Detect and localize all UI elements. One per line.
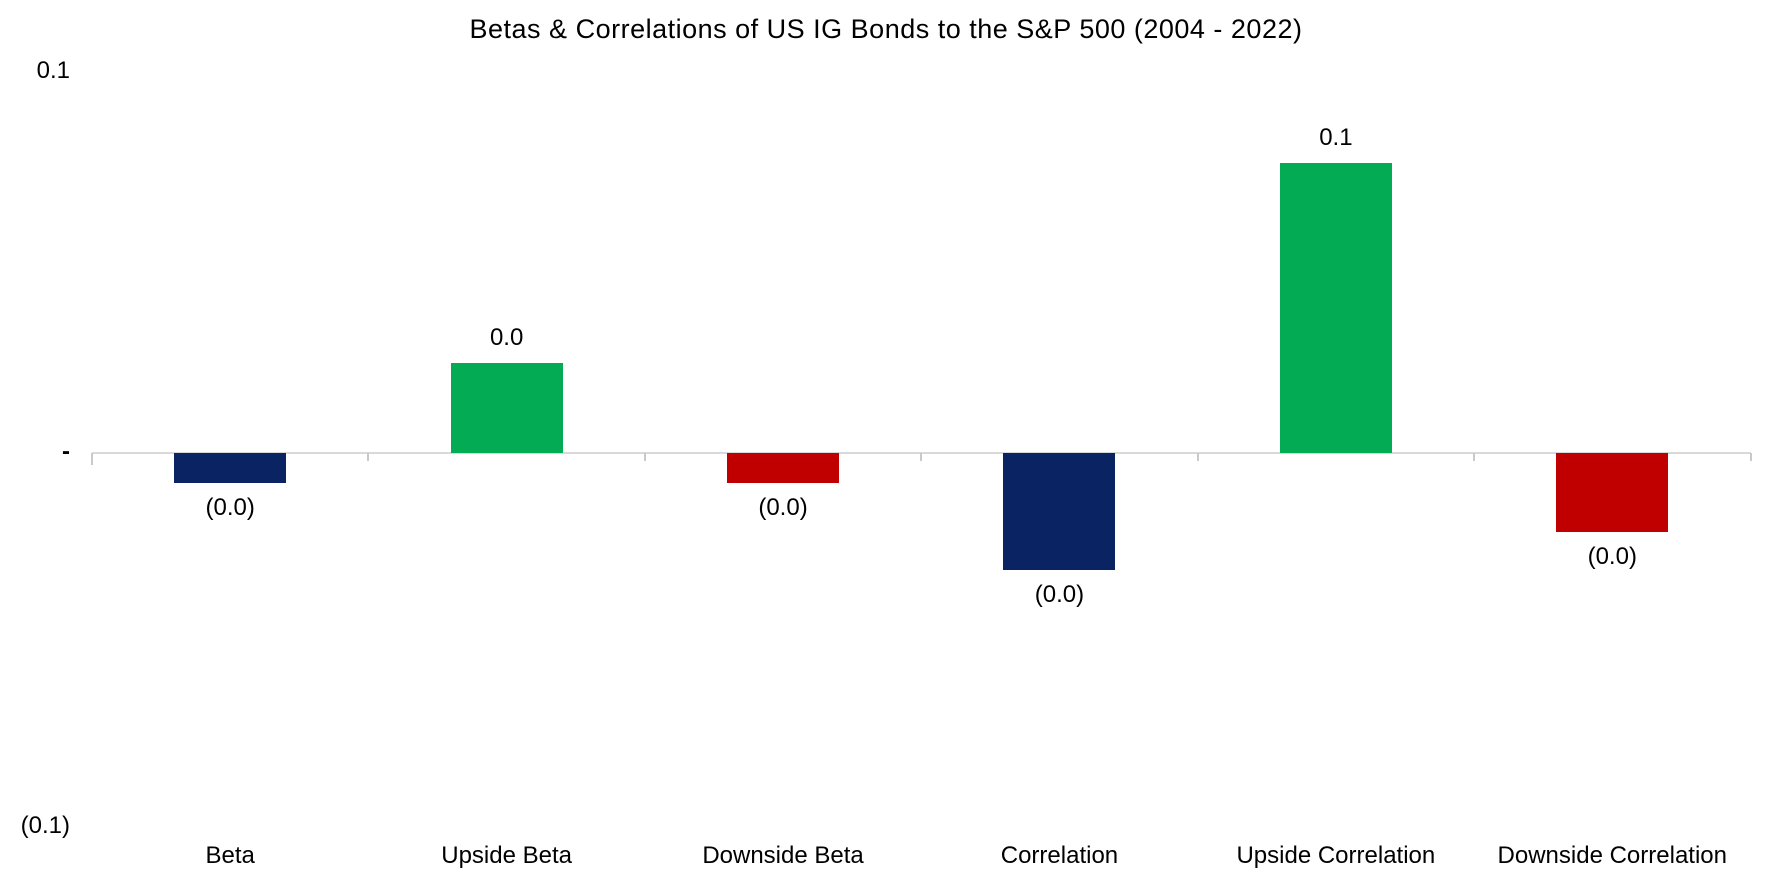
x-axis-tick <box>643 453 646 461</box>
x-axis-tick <box>367 453 370 461</box>
category-label-upside-beta: Upside Beta <box>441 842 572 869</box>
bar-beta <box>174 453 287 483</box>
category-label-downside-correlation: Downside Correlation <box>1497 842 1727 869</box>
x-axis-tick <box>920 453 923 461</box>
data-label-upside-correlation: 0.1 <box>1319 124 1353 151</box>
category-label-correlation: Correlation <box>1000 842 1119 869</box>
x-axis-tick <box>1196 453 1199 461</box>
category-label-upside-correlation: Upside Correlation <box>1236 842 1436 869</box>
data-label-correlation: (0.0) <box>1034 581 1085 608</box>
x-axis-tick <box>1749 453 1752 461</box>
data-label-downside-correlation: (0.0) <box>1587 543 1637 570</box>
data-label-beta: (0.0) <box>205 494 255 521</box>
data-label-upside-beta: 0.0 <box>489 324 524 351</box>
x-axis-tick <box>1473 453 1476 461</box>
data-label-downside-beta: (0.0) <box>758 494 808 521</box>
bar-downside-correlation <box>1556 453 1669 532</box>
y-axis-tick-label-max: 0.1 <box>36 57 70 84</box>
category-label-beta: Beta <box>205 842 255 869</box>
bar-correlation <box>1003 453 1116 570</box>
y-axis-tick-label-min: (0.1) <box>20 812 70 839</box>
bar-upside-beta <box>450 363 563 453</box>
chart-title: Betas & Correlations of US IG Bonds to t… <box>469 14 1303 44</box>
category-label-downside-beta: Downside Beta <box>702 842 864 869</box>
x-axis-tick <box>91 453 93 465</box>
bar-downside-beta <box>727 453 840 483</box>
y-axis-tick-label-zero: - <box>62 438 70 465</box>
bar-upside-correlation <box>1279 163 1392 453</box>
